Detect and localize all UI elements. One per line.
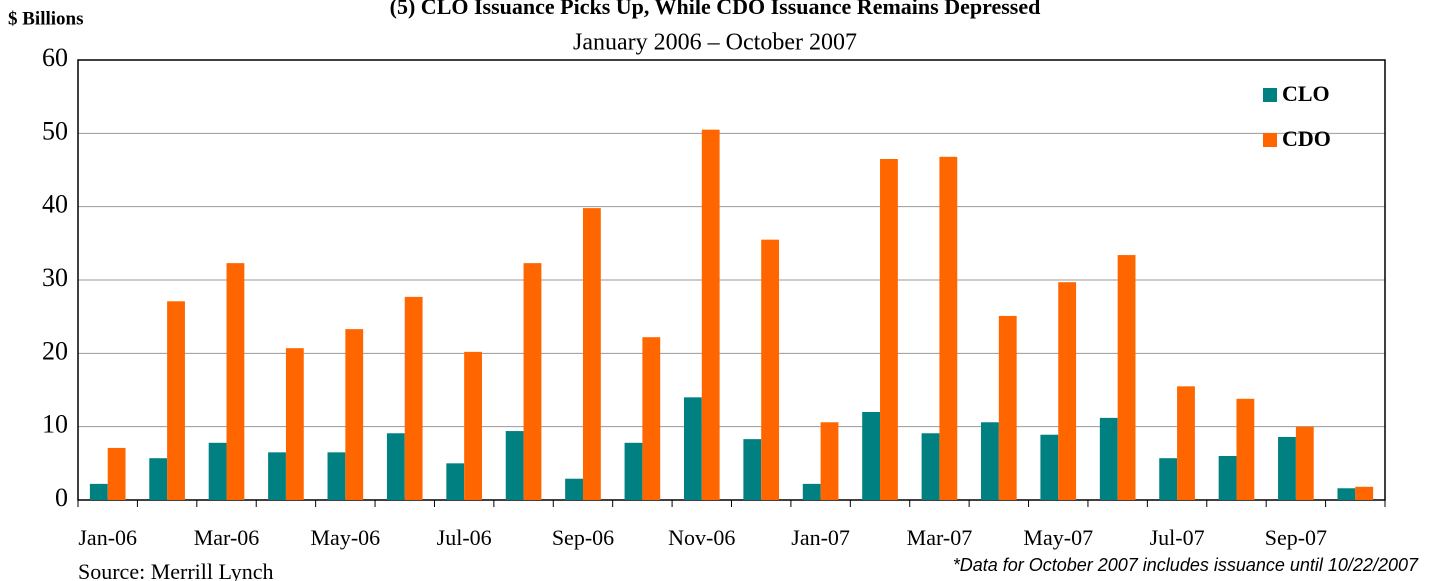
bar [880, 159, 898, 500]
bar [226, 263, 245, 500]
bar [1058, 282, 1077, 500]
bar [523, 263, 542, 500]
bar [167, 301, 185, 500]
bar [921, 433, 940, 500]
bar [743, 439, 762, 500]
x-tick-label: Sep-07 [1265, 525, 1327, 550]
bar [862, 412, 881, 500]
bar [642, 337, 661, 500]
x-tick-label: Mar-07 [907, 525, 973, 550]
bar [345, 329, 364, 500]
bar [327, 452, 346, 500]
y-tick-label: 20 [42, 336, 68, 365]
bar [446, 463, 465, 500]
x-tick-label: Jan-06 [78, 525, 137, 550]
chart-subtitle: January 2006 – October 2007 [573, 30, 857, 56]
bar [565, 478, 583, 500]
bar [1159, 458, 1178, 500]
x-tick-label: Jan-07 [791, 525, 850, 550]
x-tick-label: Nov-06 [668, 525, 735, 550]
bar [1099, 417, 1118, 500]
bar [505, 431, 524, 500]
bar [683, 397, 702, 500]
bar [386, 433, 405, 500]
bar [761, 239, 780, 500]
bar [1278, 436, 1296, 500]
bar [624, 442, 643, 500]
bar [1117, 255, 1136, 500]
x-tick-label: Sep-06 [552, 525, 614, 550]
bar [1040, 434, 1059, 500]
x-tick-label: Jul-07 [1150, 525, 1205, 550]
bar [464, 351, 482, 500]
bar [268, 452, 286, 500]
bar [404, 296, 423, 500]
legend-swatch [1263, 133, 1277, 147]
bar [802, 483, 821, 500]
y-tick-label: 40 [42, 190, 68, 219]
legend-swatch [1263, 88, 1277, 102]
y-tick-label: 0 [55, 483, 68, 512]
x-tick-label: May-07 [1023, 525, 1093, 550]
bar [1177, 386, 1195, 500]
bar [939, 156, 958, 501]
chart-title: (5) CLO Issuance Picks Up, While CDO Iss… [390, 0, 1041, 19]
y-tick-label: 30 [42, 263, 68, 292]
y-tick-label: 50 [42, 116, 68, 145]
bar [701, 129, 720, 500]
bar [208, 442, 227, 500]
footnote: *Data for October 2007 includes issuance… [953, 555, 1419, 575]
x-tick-label: Mar-06 [194, 525, 260, 550]
bar [1236, 398, 1255, 500]
y-tick-label: 60 [42, 43, 68, 72]
x-tick-label: May-06 [311, 525, 381, 550]
y-tick-label: 10 [42, 410, 68, 439]
bar [981, 422, 999, 500]
bar [89, 483, 108, 500]
bar [820, 422, 839, 500]
bar [285, 348, 304, 500]
y-axis-label: $ Billions [8, 8, 84, 29]
bar [107, 447, 126, 500]
bar [149, 458, 168, 500]
legend-label: CDO [1282, 126, 1331, 151]
bar [582, 208, 601, 500]
bar [1337, 488, 1356, 500]
bar [1355, 486, 1374, 500]
x-tick-label: Jul-06 [437, 525, 492, 550]
legend-label: CLO [1282, 81, 1330, 106]
bar [1218, 456, 1237, 500]
source: Source: Merrill Lynch [78, 559, 274, 581]
bar [1295, 426, 1314, 500]
bar [998, 315, 1017, 500]
